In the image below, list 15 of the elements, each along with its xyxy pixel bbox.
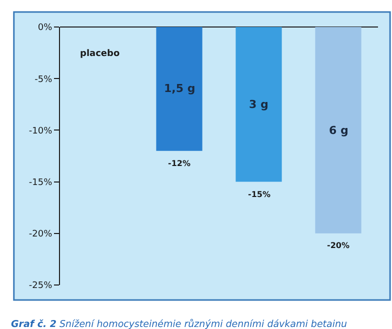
y-tick-label: -20% <box>28 230 53 240</box>
data-label: -15% <box>248 190 270 199</box>
data-label: -20% <box>327 241 350 250</box>
y-tick-label: 0% <box>38 23 53 34</box>
x-tick-label: 6 g <box>329 124 348 137</box>
y-tick-label: -25% <box>28 281 53 292</box>
text: Snížení homocysteinémie různými denními dávkami betainu <box>60 318 348 329</box>
text: Graf č. 2 <box>11 319 57 329</box>
y-tick-label: -5% <box>34 74 53 85</box>
y-tick-label: -15% <box>28 178 53 188</box>
y-tick-label: -10% <box>28 126 53 136</box>
x-tick-label: placebo <box>80 49 120 59</box>
x-tick-label: 1,5 g <box>164 82 196 95</box>
x-tick-label: 3 g <box>249 98 268 111</box>
data-label: -12% <box>168 159 190 168</box>
